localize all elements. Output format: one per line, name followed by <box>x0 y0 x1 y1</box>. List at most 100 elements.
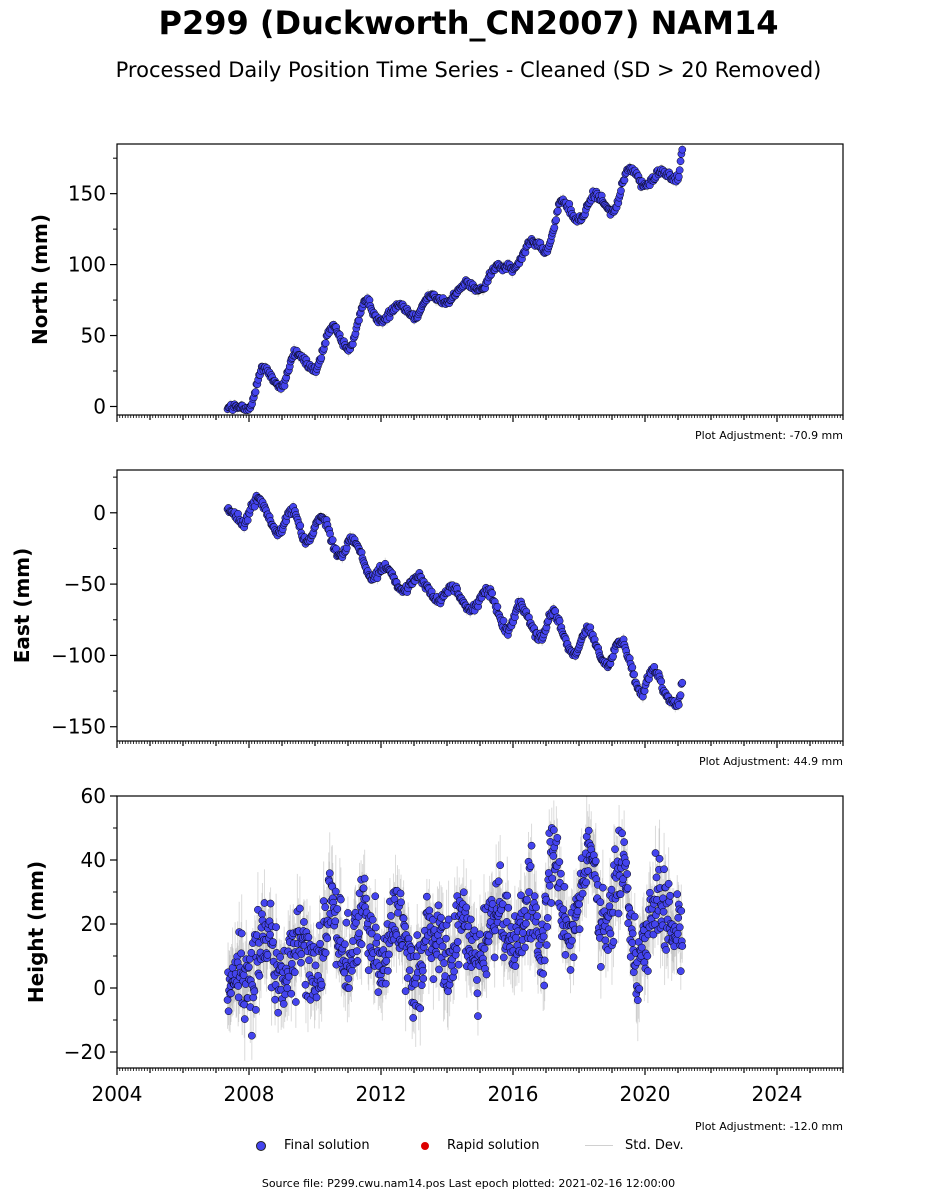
panel-3: −20 0 20 40 60 2004 2008 2012 2016 2020 2024 Height… <box>24 784 844 1133</box>
data-point <box>676 157 685 166</box>
data-point <box>622 858 630 867</box>
data-point <box>533 912 541 920</box>
data-point <box>660 865 668 874</box>
data-point <box>474 1012 482 1020</box>
x-tick-label: 2016 <box>488 1082 539 1106</box>
data-point <box>582 878 591 887</box>
data-point <box>620 838 628 846</box>
data-point <box>677 907 686 915</box>
data-point <box>525 888 533 896</box>
data-point <box>549 826 558 834</box>
data-point <box>450 967 459 976</box>
y-tick-label: 150 <box>68 182 106 206</box>
data-point <box>340 968 349 977</box>
data-point <box>629 968 638 977</box>
data-point <box>442 934 450 943</box>
data-point <box>493 602 502 611</box>
data-point <box>341 940 349 949</box>
std-dev-bars <box>227 144 683 415</box>
y-tick-label: 100 <box>68 253 106 277</box>
data-point <box>644 967 652 975</box>
data-point <box>342 918 351 927</box>
data-point <box>526 862 535 870</box>
data-point <box>287 989 296 998</box>
data-point <box>548 874 557 883</box>
data-point <box>543 922 552 931</box>
data-point <box>368 915 377 924</box>
data-point <box>624 919 633 928</box>
data-point <box>476 930 484 939</box>
data-point <box>596 898 605 906</box>
data-point <box>496 861 505 870</box>
data-point <box>418 966 427 975</box>
data-point <box>561 951 570 959</box>
data-point <box>652 873 661 882</box>
legend: Final solution Rapid solution Std. Dev. <box>0 1138 937 1156</box>
final-solution-points <box>223 491 687 710</box>
data-point <box>403 974 412 982</box>
data-point <box>287 959 296 968</box>
final-solution-marker-icon <box>256 1140 266 1151</box>
x-tick-label: 2020 <box>620 1082 671 1106</box>
x-tick-label: 2012 <box>356 1082 407 1106</box>
data-point <box>628 938 637 947</box>
data-point <box>568 936 576 945</box>
data-point <box>434 901 443 910</box>
data-point <box>385 950 393 959</box>
data-point <box>453 938 462 946</box>
data-point <box>578 889 587 898</box>
data-point <box>482 970 491 979</box>
data-point <box>247 948 256 957</box>
y-tick-label: −20 <box>64 1040 106 1064</box>
data-point <box>413 931 422 939</box>
data-point <box>279 1000 288 1008</box>
data-point <box>646 888 654 897</box>
data-point <box>547 899 556 907</box>
data-point <box>328 536 337 544</box>
std-dev-line-icon <box>585 1145 613 1146</box>
data-point <box>344 974 353 983</box>
data-point <box>601 936 610 945</box>
data-point <box>649 930 658 939</box>
rapid-solution-marker-icon <box>421 1141 429 1150</box>
data-point <box>675 923 684 932</box>
data-point <box>488 900 497 908</box>
data-point <box>584 826 593 835</box>
x-tick-label: 2024 <box>752 1082 803 1106</box>
data-point <box>557 869 565 878</box>
data-point <box>321 903 330 912</box>
panel-2: −150 −100 −50 0 East (mm) Plot Adjustment: 44… <box>10 469 844 768</box>
data-point <box>301 980 310 989</box>
data-point <box>532 903 540 912</box>
data-point <box>353 947 361 955</box>
data-point <box>522 919 530 928</box>
data-point <box>337 895 345 904</box>
data-point <box>666 891 675 900</box>
plot-adjustment-label: Plot Adjustment: -70.9 mm <box>695 429 843 442</box>
data-point <box>276 953 285 961</box>
data-layer <box>223 490 687 713</box>
data-point <box>348 966 356 975</box>
data-point <box>382 956 391 965</box>
data-point <box>359 884 368 893</box>
data-point <box>559 905 568 914</box>
data-point <box>543 914 552 922</box>
data-point <box>396 889 405 898</box>
data-point <box>331 887 340 896</box>
data-point <box>569 953 578 962</box>
data-point <box>234 982 243 990</box>
data-point <box>566 966 575 974</box>
data-point <box>384 966 392 975</box>
data-point <box>252 1006 260 1014</box>
data-point <box>296 521 305 530</box>
data-point <box>269 938 277 946</box>
data-point <box>491 926 499 935</box>
data-point <box>504 903 513 912</box>
data-point <box>676 691 685 700</box>
data-point <box>422 892 431 901</box>
data-point <box>416 1004 425 1013</box>
data-point <box>545 881 554 890</box>
data-point <box>344 909 352 917</box>
data-point <box>462 903 471 912</box>
data-point <box>554 207 562 215</box>
